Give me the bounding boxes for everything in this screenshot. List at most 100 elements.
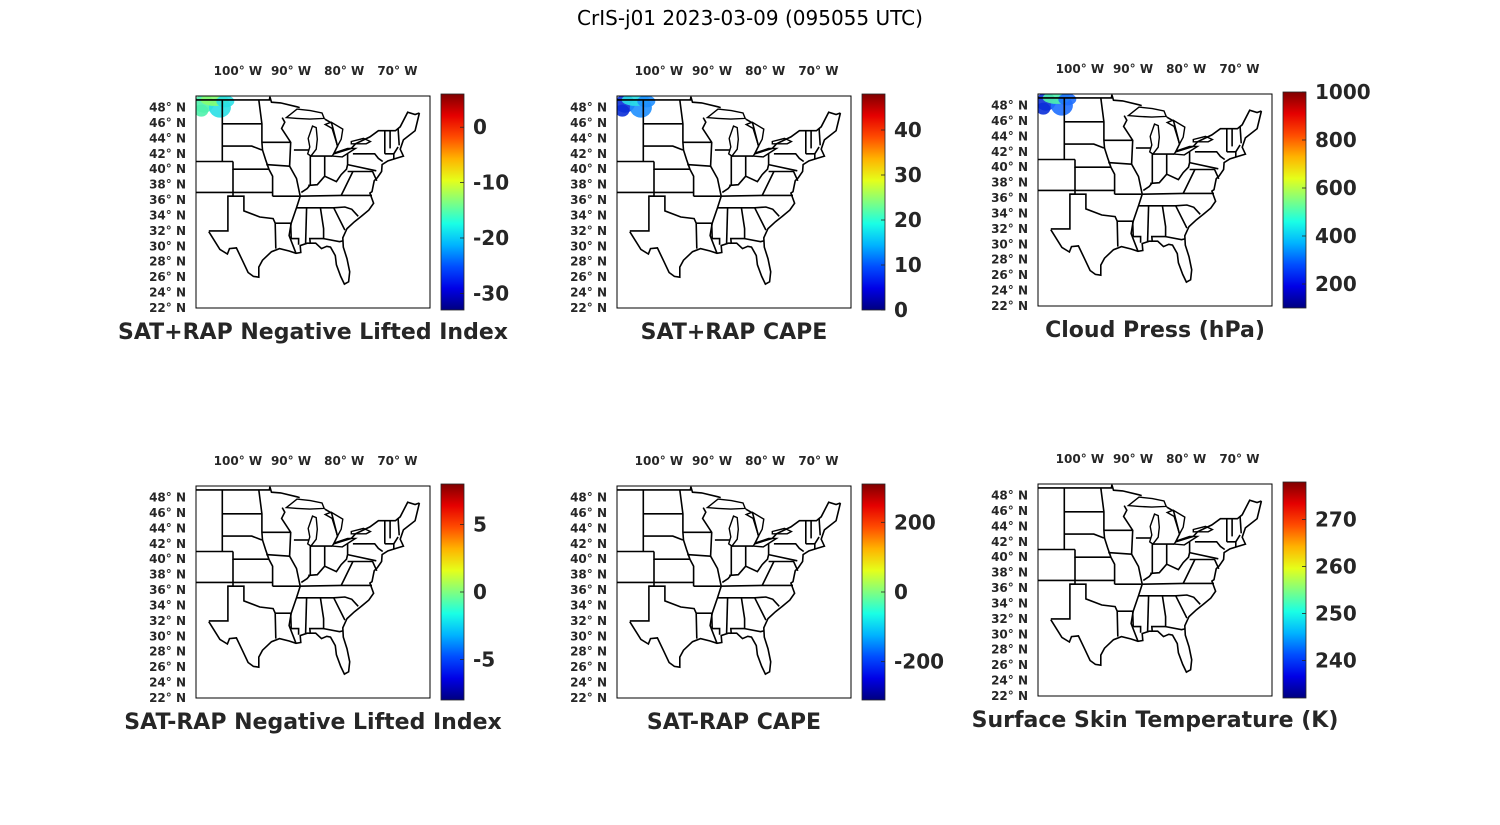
state-boundary xyxy=(280,117,302,254)
state-boundary xyxy=(1150,205,1167,243)
state-boundary xyxy=(397,128,400,146)
colorbar-tick-label: 260 xyxy=(1315,555,1357,579)
colorbar-tick-label: -200 xyxy=(894,650,944,674)
state-boundary xyxy=(1069,193,1119,247)
state-boundary xyxy=(1110,556,1116,585)
great-lake xyxy=(350,137,372,145)
great-lake xyxy=(350,527,372,535)
state-boundary xyxy=(352,153,384,163)
state-boundary xyxy=(340,561,354,586)
lat-tick-label: 46° N xyxy=(991,504,1028,518)
state-boundary xyxy=(1239,516,1242,534)
map-frame xyxy=(616,95,852,309)
lat-tick-label: 40° N xyxy=(149,162,186,176)
state-boundary xyxy=(1150,154,1168,185)
great-lake xyxy=(771,137,793,145)
great-lake xyxy=(705,498,747,510)
lat-tick-label: 42° N xyxy=(570,537,607,551)
lat-tick-label: 48° N xyxy=(991,489,1028,503)
state-boundary xyxy=(805,536,820,545)
state-boundary xyxy=(1226,144,1241,153)
colorbar-tick-label: 40 xyxy=(894,118,922,142)
state-boundary xyxy=(1122,115,1144,252)
state-boundary xyxy=(324,543,349,573)
data-pixel-cluster xyxy=(617,104,630,117)
colorbar-tick-label: 0 xyxy=(894,298,908,322)
lat-tick-label: 48° N xyxy=(570,491,607,505)
colorbar-tick-label: 200 xyxy=(894,510,936,534)
state-boundary xyxy=(768,163,798,172)
state-boundary xyxy=(773,153,805,163)
data-pixel-cluster xyxy=(216,96,235,108)
state-boundary xyxy=(753,597,767,621)
map-svg: 100° W 90° W 80° W 70° W 48° N46° N44° N 42° … xyxy=(149,64,509,315)
lat-tick-label: 36° N xyxy=(991,191,1028,205)
lat-tick-label: 28° N xyxy=(991,643,1028,657)
state-boundary xyxy=(1142,544,1154,582)
lat-tick-label: 30° N xyxy=(149,239,186,253)
state-boundary xyxy=(300,156,312,194)
state-boundary xyxy=(266,163,290,167)
lat-tick-label: 22° N xyxy=(570,691,607,705)
great-lake xyxy=(1148,123,1161,156)
state-boundary xyxy=(323,627,343,633)
lat-tick-label: 40° N xyxy=(991,550,1028,564)
state-boundary xyxy=(689,168,695,197)
lat-tick-label: 42° N xyxy=(991,535,1028,549)
colorbar-tick-label: 30 xyxy=(894,163,922,187)
state-boundary xyxy=(1138,204,1201,215)
lon-tick-label: 90° W xyxy=(271,64,311,78)
state-boundary xyxy=(629,559,655,622)
lat-tick-label: 38° N xyxy=(991,566,1028,580)
state-boundary xyxy=(296,206,359,217)
state-boundary xyxy=(232,161,269,170)
state-boundary xyxy=(1142,154,1154,192)
great-lake xyxy=(1148,513,1161,546)
lat-tick-label: 32° N xyxy=(149,614,186,628)
state-boundary xyxy=(1131,611,1142,633)
lat-tick-label: 42° N xyxy=(991,145,1028,159)
lat-tick-label: 24° N xyxy=(570,286,607,300)
state-boundary xyxy=(289,613,300,635)
lon-tick-label: 90° W xyxy=(1113,62,1153,76)
state-boundary xyxy=(332,207,346,231)
state-boundary xyxy=(818,518,821,536)
lon-tick-label: 100° W xyxy=(214,64,262,78)
state-boundary xyxy=(1174,595,1188,619)
lon-tick-label: 80° W xyxy=(1166,62,1206,76)
state-boundary xyxy=(1064,533,1105,539)
lat-tick-label: 24° N xyxy=(149,286,186,300)
colorbar-tick-label: -5 xyxy=(473,648,495,672)
lat-tick-label: 46° N xyxy=(570,506,607,520)
state-boundary xyxy=(1174,205,1188,229)
map-panel-sat-minus-rap-neg-lifted-index: 100° W 90° W 80° W 70° W 48° N 46° N 44° N 42° … xyxy=(124,450,590,760)
state-boundary xyxy=(818,128,821,146)
map-panel-sat-rap-cape: 100° W 90° W 80° W 70° W 48° N 46° N 44° N 42° … xyxy=(551,60,1011,370)
state-boundary xyxy=(232,551,269,560)
colorbar-tick-label: 0 xyxy=(473,580,487,604)
colorbar-tick-label: 0 xyxy=(473,115,487,139)
lon-tick-label: 70° W xyxy=(798,454,838,468)
state-boundary xyxy=(717,206,780,217)
state-boundary xyxy=(1150,595,1167,633)
lat-tick-label: 44° N xyxy=(991,519,1028,533)
state-boundary xyxy=(720,584,793,587)
lon-tick-label: 80° W xyxy=(745,64,785,78)
lon-tick-label: 100° W xyxy=(635,454,683,468)
map-frame xyxy=(195,485,431,699)
colorbar xyxy=(1282,91,1307,309)
lat-tick-label: 42° N xyxy=(149,537,186,551)
lat-tick-label: 36° N xyxy=(991,581,1028,595)
state-boundary xyxy=(1165,235,1185,241)
lat-tick-label: 22° N xyxy=(570,301,607,315)
great-lake xyxy=(751,537,779,548)
lat-tick-label: 32° N xyxy=(570,224,607,238)
state-boundary xyxy=(1074,159,1111,168)
state-boundary xyxy=(753,207,767,231)
data-patch xyxy=(1038,94,1077,116)
map-svg: 100° W 90° W 80° W 70° W 48° N46° N44° N 42° … xyxy=(570,64,922,322)
state-boundary xyxy=(258,489,270,560)
lat-tick-label: 44° N xyxy=(570,131,607,145)
panel-title: Surface Skin Temperature (K) xyxy=(971,708,1339,733)
lat-tick-label: 26° N xyxy=(570,660,607,674)
